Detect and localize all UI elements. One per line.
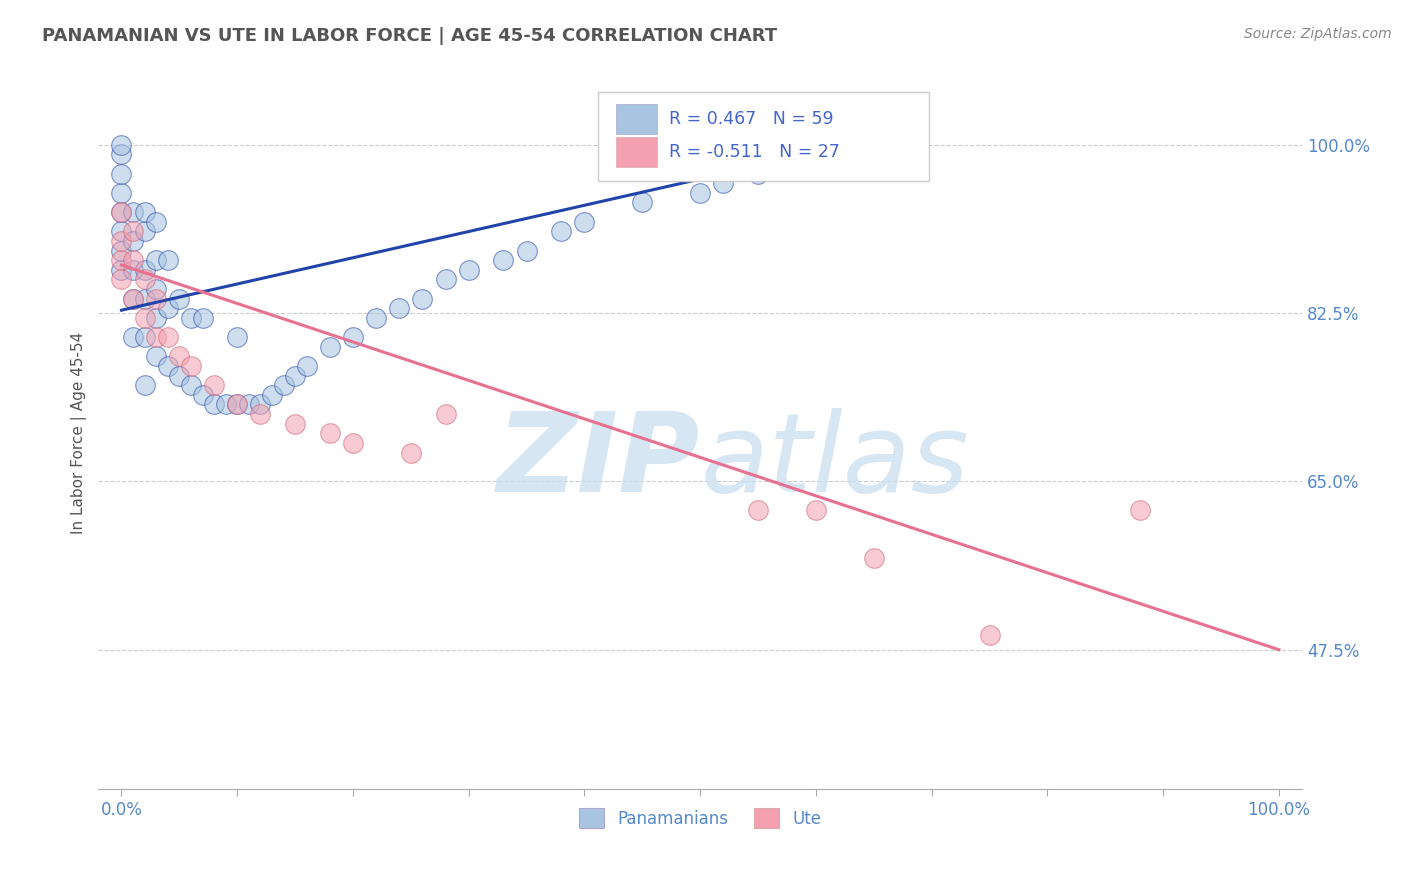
Point — [110, 137, 132, 152]
Point — [804, 503, 827, 517]
Point — [110, 167, 132, 181]
Point — [134, 330, 156, 344]
Point — [134, 378, 156, 392]
Point — [550, 224, 572, 238]
Point — [191, 388, 214, 402]
Point — [342, 436, 364, 450]
Point — [411, 292, 433, 306]
FancyBboxPatch shape — [616, 137, 657, 167]
Point — [156, 301, 179, 316]
Point — [1129, 503, 1152, 517]
Point — [226, 397, 249, 411]
Point — [145, 215, 167, 229]
Point — [342, 330, 364, 344]
Point — [226, 397, 249, 411]
Point — [295, 359, 318, 373]
Point — [169, 350, 191, 364]
Point — [110, 244, 132, 258]
Point — [145, 253, 167, 268]
Point — [631, 195, 654, 210]
Point — [110, 253, 132, 268]
Point — [249, 407, 271, 421]
Legend: Panamanians, Ute: Panamanians, Ute — [572, 802, 828, 834]
Point — [122, 205, 145, 219]
Point — [284, 368, 307, 383]
Point — [122, 234, 145, 248]
Point — [110, 234, 132, 248]
Point — [110, 224, 132, 238]
Point — [249, 397, 271, 411]
Point — [238, 397, 260, 411]
Point — [747, 503, 769, 517]
Point — [319, 340, 342, 354]
Point — [122, 262, 145, 277]
Point — [110, 147, 132, 161]
Point — [169, 368, 191, 383]
Point — [110, 205, 132, 219]
Point — [110, 186, 132, 200]
Point — [366, 310, 388, 325]
Point — [979, 628, 1001, 642]
Point — [156, 253, 179, 268]
Point — [110, 262, 132, 277]
Point — [319, 426, 342, 441]
Point — [134, 292, 156, 306]
Point — [191, 310, 214, 325]
Point — [434, 272, 457, 286]
Point — [388, 301, 411, 316]
Point — [202, 397, 225, 411]
Text: PANAMANIAN VS UTE IN LABOR FORCE | AGE 45-54 CORRELATION CHART: PANAMANIAN VS UTE IN LABOR FORCE | AGE 4… — [42, 27, 778, 45]
Y-axis label: In Labor Force | Age 45-54: In Labor Force | Age 45-54 — [72, 332, 87, 534]
Text: R = 0.467   N = 59: R = 0.467 N = 59 — [669, 110, 834, 128]
Point — [711, 176, 734, 190]
Point — [156, 359, 179, 373]
Point — [145, 292, 167, 306]
Point — [226, 330, 249, 344]
FancyBboxPatch shape — [616, 103, 657, 134]
Point — [202, 378, 225, 392]
Point — [110, 272, 132, 286]
Text: Source: ZipAtlas.com: Source: ZipAtlas.com — [1244, 27, 1392, 41]
Text: ZIP: ZIP — [496, 409, 700, 516]
Point — [215, 397, 238, 411]
Point — [434, 407, 457, 421]
Point — [273, 378, 295, 392]
Point — [110, 205, 132, 219]
Point — [516, 244, 538, 258]
Point — [284, 417, 307, 431]
Point — [689, 186, 711, 200]
Point — [145, 330, 167, 344]
Point — [156, 330, 179, 344]
Point — [134, 262, 156, 277]
Text: R = -0.511   N = 27: R = -0.511 N = 27 — [669, 144, 839, 161]
Point — [122, 292, 145, 306]
Point — [169, 292, 191, 306]
Point — [145, 282, 167, 296]
FancyBboxPatch shape — [598, 92, 929, 181]
Point — [492, 253, 515, 268]
Point — [145, 350, 167, 364]
Point — [180, 359, 202, 373]
Point — [180, 310, 202, 325]
Point — [122, 224, 145, 238]
Point — [122, 292, 145, 306]
Point — [399, 445, 422, 459]
Point — [122, 253, 145, 268]
Point — [145, 310, 167, 325]
Point — [862, 551, 884, 566]
Point — [134, 224, 156, 238]
Point — [134, 272, 156, 286]
Point — [574, 215, 596, 229]
Point — [122, 330, 145, 344]
Point — [457, 262, 479, 277]
Point — [782, 157, 804, 171]
Point — [747, 167, 769, 181]
Point — [134, 205, 156, 219]
Point — [260, 388, 283, 402]
Point — [180, 378, 202, 392]
Text: atlas: atlas — [700, 409, 969, 516]
Point — [134, 310, 156, 325]
